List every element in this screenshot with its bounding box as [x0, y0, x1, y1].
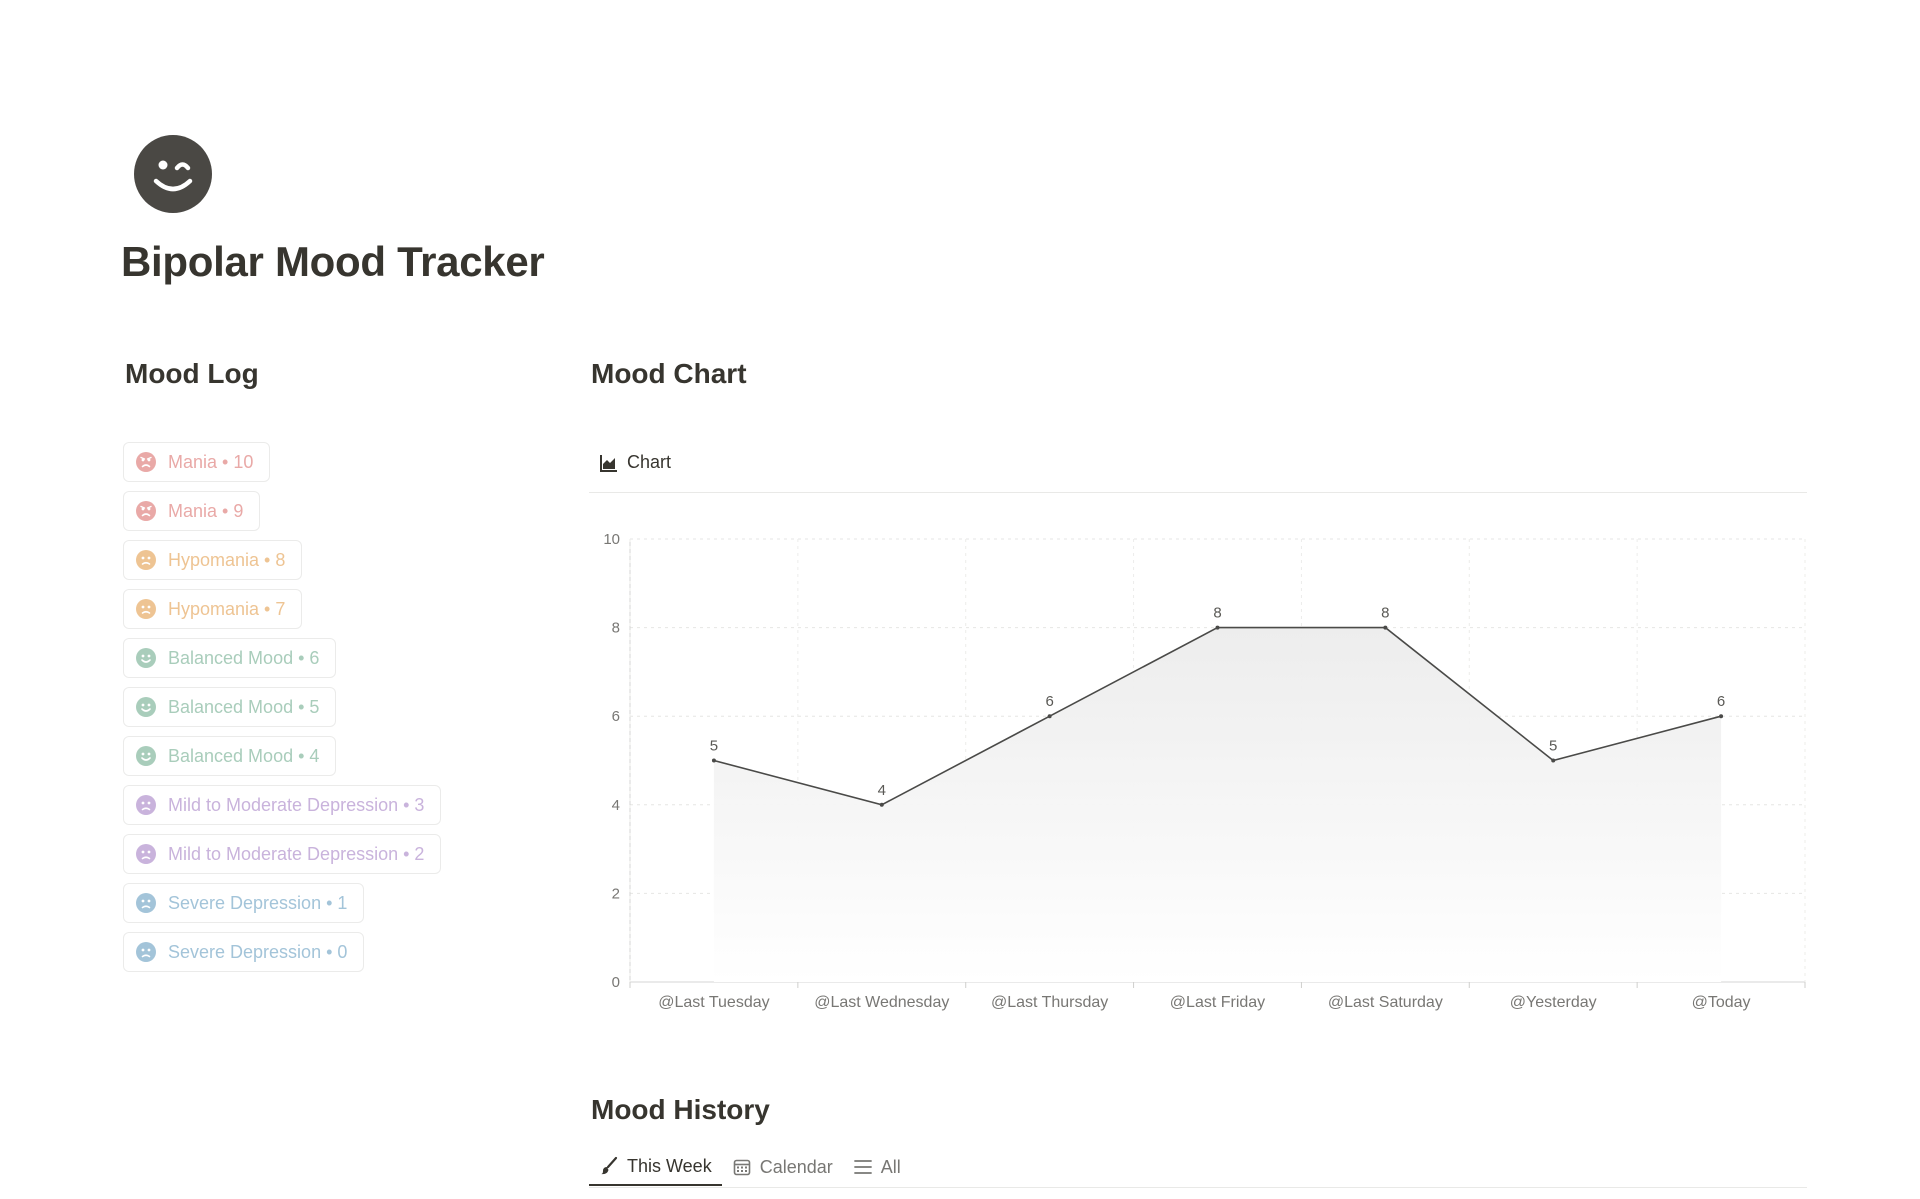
- smiling-face-icon: [136, 648, 156, 668]
- mood-log-item-label: Balanced Mood • 5: [168, 696, 320, 717]
- x-tick-label: @Last Saturday: [1328, 994, 1443, 1011]
- data-point[interactable]: [1215, 625, 1220, 630]
- y-tick-label: 2: [612, 885, 620, 902]
- data-label: 4: [878, 782, 886, 799]
- data-point[interactable]: [1383, 625, 1388, 630]
- frowning-face-icon: [136, 599, 156, 619]
- mood-log-item[interactable]: Severe Depression • 0: [123, 932, 365, 972]
- data-point[interactable]: [879, 802, 884, 807]
- data-point[interactable]: [711, 758, 716, 763]
- y-tick-label: 10: [603, 531, 620, 548]
- sad-face-icon: [136, 844, 156, 864]
- smiling-face-icon: [136, 746, 156, 766]
- frowning-face-icon: [136, 550, 156, 570]
- mood-log-item[interactable]: Balanced Mood • 6: [123, 638, 337, 678]
- tab-calendar[interactable]: Calendar: [722, 1148, 843, 1186]
- mood-chart-heading: Mood Chart: [591, 358, 747, 389]
- smiling-face-icon: [136, 697, 156, 717]
- x-tick-label: @Last Tuesday: [658, 994, 769, 1011]
- mood-history-heading: Mood History: [591, 1094, 770, 1125]
- mood-log-item-label: Mild to Moderate Depression • 3: [168, 794, 425, 815]
- data-label: 8: [1381, 605, 1389, 622]
- chart-divider: [589, 492, 1807, 493]
- x-tick-label: @Last Friday: [1170, 994, 1265, 1011]
- tab-chart[interactable]: Chart: [599, 452, 671, 473]
- area-chart-icon: [600, 454, 617, 472]
- mood-log-item-label: Balanced Mood • 4: [168, 745, 320, 766]
- sad-face-icon: [136, 893, 156, 913]
- y-tick-label: 6: [612, 708, 620, 725]
- data-point[interactable]: [1719, 714, 1724, 719]
- list-icon: [853, 1160, 872, 1174]
- mood-history-tabs: This Week Calendar All: [589, 1148, 911, 1186]
- mood-log-item[interactable]: Balanced Mood • 4: [123, 736, 337, 776]
- data-label: 6: [1717, 693, 1725, 710]
- data-label: 6: [1045, 693, 1053, 710]
- x-tick-label: @Today: [1692, 994, 1751, 1011]
- data-point[interactable]: [1551, 758, 1556, 763]
- data-label: 5: [710, 738, 718, 755]
- y-tick-label: 4: [612, 797, 620, 814]
- winking-face-icon[interactable]: [134, 135, 212, 213]
- mood-log-item-label: Hypomania • 8: [168, 549, 286, 570]
- mood-log-item[interactable]: Mild to Moderate Depression • 3: [123, 785, 442, 825]
- mood-log-item-label: Mania • 9: [168, 500, 244, 521]
- x-tick-label: @Last Thursday: [991, 994, 1108, 1011]
- tab-all[interactable]: All: [843, 1148, 911, 1186]
- data-label: 8: [1213, 605, 1221, 622]
- mood-log-item[interactable]: Balanced Mood • 5: [123, 687, 337, 727]
- y-tick-label: 8: [612, 620, 620, 637]
- mood-log-item[interactable]: Severe Depression • 1: [123, 883, 365, 923]
- area-fill: [713, 627, 1722, 982]
- angry-face-icon: [136, 452, 156, 472]
- mood-log-item[interactable]: Hypomania • 8: [123, 540, 303, 580]
- mood-log-item-label: Severe Depression • 0: [168, 941, 348, 962]
- history-divider: [589, 1187, 1807, 1188]
- page-title: Bipolar Mood Tracker: [121, 238, 545, 285]
- mood-log-heading: Mood Log: [125, 358, 259, 389]
- mood-log-item[interactable]: Mild to Moderate Depression • 2: [123, 834, 442, 874]
- tab-label: This Week: [627, 1155, 712, 1176]
- data-label: 5: [1549, 738, 1557, 755]
- tab-this-week[interactable]: This Week: [589, 1148, 722, 1186]
- mood-log-item[interactable]: Mania • 10: [123, 442, 271, 482]
- mood-log-item[interactable]: Hypomania • 7: [123, 589, 303, 629]
- mood-log-item-label: Mild to Moderate Depression • 2: [168, 843, 425, 864]
- tab-label: Calendar: [759, 1156, 833, 1177]
- tab-chart-label: Chart: [627, 452, 672, 472]
- tab-label: All: [880, 1156, 901, 1177]
- x-tick-label: @Last Wednesday: [814, 994, 949, 1011]
- y-tick-label: 0: [612, 974, 620, 991]
- x-tick-label: @Yesterday: [1510, 994, 1597, 1011]
- mood-log-list: Mania • 10 Mania • 9 Hypomania • 8 Hypomani…: [123, 442, 442, 981]
- paintbrush-icon: [601, 1156, 618, 1175]
- mood-line-chart: 0 2 4 6 8 10 @Last Tuesday @Last Wednesday @Last…: [603, 531, 1806, 1011]
- data-point[interactable]: [1047, 714, 1052, 719]
- mood-log-item[interactable]: Mania • 9: [123, 491, 261, 531]
- mood-log-item-label: Balanced Mood • 6: [168, 647, 320, 668]
- calendar-icon: [733, 1159, 751, 1176]
- sad-face-icon: [136, 942, 156, 962]
- angry-face-icon: [136, 501, 156, 521]
- mood-log-item-label: Mania • 10: [168, 451, 254, 472]
- mood-log-item-label: Severe Depression • 1: [168, 892, 348, 913]
- sad-face-icon: [136, 795, 156, 815]
- mood-log-item-label: Hypomania • 7: [168, 598, 286, 619]
